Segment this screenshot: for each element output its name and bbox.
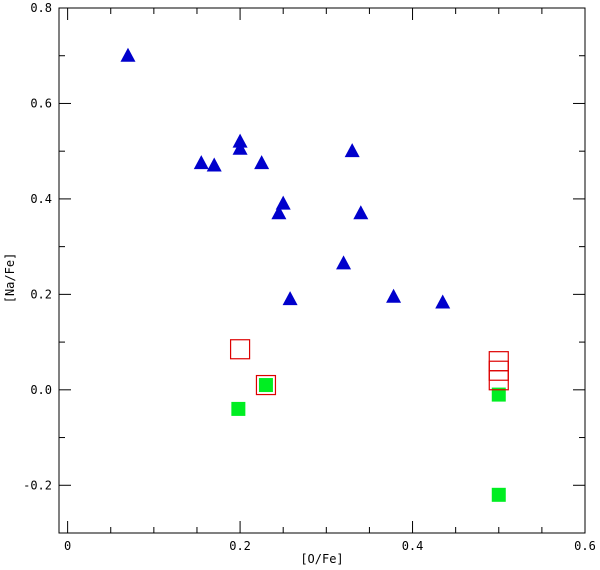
- data-points: [120, 47, 509, 502]
- open-square-marker: [229, 339, 251, 360]
- tick-marks: [59, 7, 586, 534]
- triangle-marker: [353, 205, 369, 220]
- x-tick-label: 0.2: [229, 539, 251, 553]
- triangle-marker: [271, 205, 287, 220]
- triangle-marker: [232, 140, 248, 155]
- triangle-marker: [336, 255, 352, 270]
- y-axis-title: [Na/Fe]: [3, 253, 17, 304]
- triangle-marker: [344, 143, 360, 158]
- filled-square-marker: [231, 401, 246, 416]
- filled-square-marker: [258, 378, 273, 393]
- x-tick-label: 0.4: [402, 539, 424, 553]
- y-tick-label: 0.8: [30, 1, 52, 15]
- triangle-marker: [193, 155, 209, 170]
- y-tick-label: 0.2: [30, 287, 52, 301]
- y-tick-label: 0.4: [30, 192, 52, 206]
- x-tick-label: 0: [64, 539, 71, 553]
- y-tick-label: 0.0: [30, 383, 52, 397]
- triangle-marker: [232, 133, 248, 148]
- x-axis-title: [O/Fe]: [300, 552, 343, 566]
- triangle-marker: [275, 195, 291, 210]
- triangle-marker: [282, 291, 298, 306]
- triangle-marker: [254, 155, 270, 170]
- x-tick-labels: 0 0.2 0.4 0.6: [64, 539, 596, 553]
- y-tick-label: -0.2: [23, 478, 52, 492]
- y-tick-labels: -0.2 0.0 0.2 0.4 0.6 0.8: [23, 1, 52, 492]
- open-square-marker: [488, 370, 509, 391]
- triangle-marker: [120, 47, 136, 62]
- x-tick-label: 0.6: [574, 539, 596, 553]
- plot-frame: [58, 7, 586, 534]
- triangle-marker: [386, 288, 402, 303]
- triangle-marker: [435, 294, 451, 309]
- y-tick-label: 0.6: [30, 96, 52, 110]
- filled-square-marker: [491, 487, 506, 502]
- open-square-marker: [255, 374, 277, 396]
- filled-square-marker: [491, 387, 506, 402]
- triangle-marker: [206, 157, 222, 172]
